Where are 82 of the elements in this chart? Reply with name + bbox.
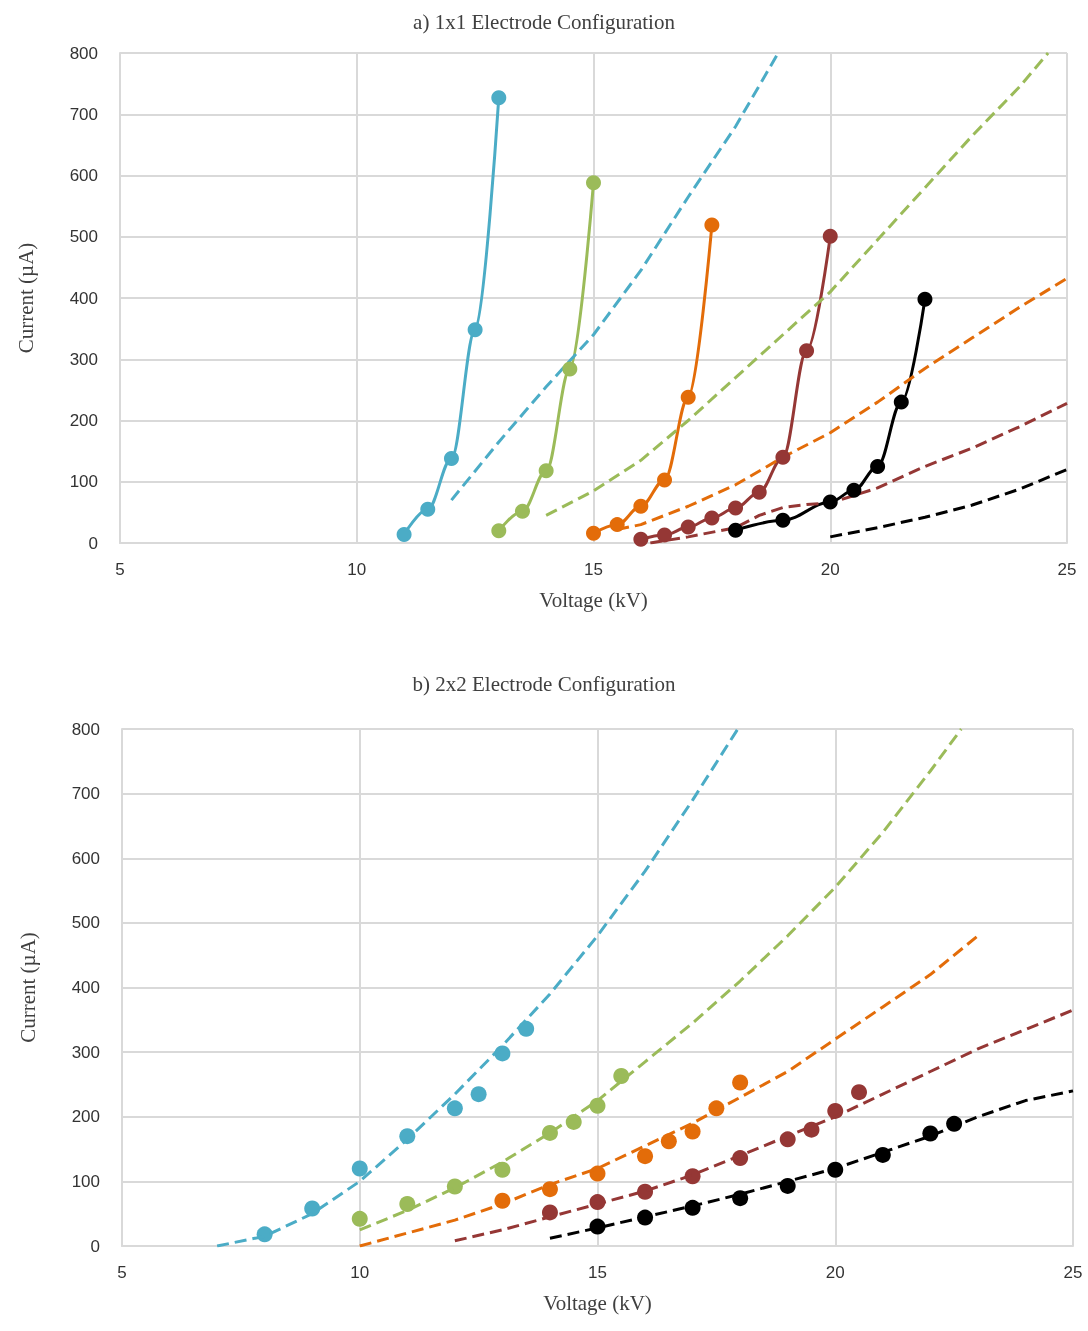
point — [470, 1086, 487, 1103]
x-tick-label: 20 — [820, 560, 840, 579]
point — [917, 291, 933, 307]
point — [822, 494, 838, 510]
y-tick-label: 0 — [88, 533, 98, 553]
point — [446, 1100, 463, 1117]
point — [633, 498, 649, 514]
point — [609, 517, 625, 533]
line-series — [453, 1008, 1075, 1243]
point — [633, 531, 649, 547]
point — [657, 472, 673, 488]
x-axis-title: Voltage (kV) — [539, 587, 648, 612]
y-axis-title: Current (µA) — [15, 932, 40, 1043]
point — [420, 501, 436, 517]
point — [775, 512, 791, 528]
x-tick-label: 25 — [1063, 1263, 1083, 1282]
y-tick-label: 0 — [90, 1236, 100, 1256]
point — [893, 394, 909, 410]
point — [538, 463, 554, 479]
chart-title: b) 2x2 Electrode Configuration — [412, 671, 676, 696]
point — [351, 1160, 368, 1177]
y-tick-label: 400 — [71, 978, 100, 997]
point — [704, 510, 720, 526]
point — [443, 450, 459, 466]
x-tick-label: 5 — [115, 560, 125, 579]
y-tick-label: 300 — [71, 1042, 100, 1062]
line-series — [548, 1089, 1075, 1240]
y-tick-label: 300 — [69, 349, 98, 369]
point — [732, 1074, 749, 1091]
x-tick-label: 15 — [588, 1263, 607, 1282]
point — [396, 526, 412, 542]
point — [467, 322, 483, 338]
point — [637, 1148, 654, 1165]
point — [822, 228, 838, 244]
point — [494, 1161, 511, 1178]
point — [657, 527, 673, 543]
y-tick-label: 600 — [69, 166, 98, 185]
point — [514, 503, 530, 519]
line-series — [358, 934, 980, 1248]
point — [846, 482, 862, 498]
y-tick-label: 700 — [71, 784, 100, 804]
point — [728, 500, 744, 516]
point — [704, 217, 720, 233]
x-tick-label: 10 — [347, 560, 367, 579]
line-series — [544, 51, 1050, 517]
point — [751, 484, 767, 500]
y-tick-label: 200 — [69, 411, 98, 430]
point — [491, 523, 507, 539]
x-tick-label: 10 — [350, 1263, 370, 1282]
point — [799, 343, 815, 359]
x-tick-label: 25 — [1057, 560, 1077, 579]
line-series — [215, 727, 740, 1248]
y-tick-label: 800 — [71, 719, 100, 739]
y-tick-label: 800 — [69, 43, 98, 63]
point — [851, 1084, 868, 1101]
point — [491, 90, 507, 106]
y-tick-label: 400 — [69, 288, 98, 308]
y-tick-label: 700 — [69, 104, 98, 124]
point — [586, 175, 601, 191]
y-axis-title: Current (µA) — [13, 242, 38, 354]
point — [562, 361, 578, 377]
y-tick-label: 600 — [71, 848, 100, 868]
point — [684, 1123, 701, 1140]
y-tick-label: 500 — [71, 913, 100, 933]
y-tick-label: 100 — [69, 472, 98, 492]
point — [870, 458, 886, 474]
point — [680, 389, 696, 405]
point — [775, 449, 791, 465]
x-tick-label: 5 — [117, 1263, 127, 1282]
x-axis-title: Voltage (kV) — [543, 1290, 652, 1315]
line-series — [828, 468, 1069, 539]
point — [680, 519, 696, 535]
y-tick-label: 500 — [69, 227, 98, 247]
y-tick-label: 100 — [71, 1171, 100, 1191]
y-tick-label: 200 — [71, 1107, 100, 1127]
point — [728, 522, 744, 538]
point — [586, 525, 601, 541]
x-tick-label: 20 — [825, 1263, 845, 1282]
x-tick-label: 15 — [584, 560, 603, 579]
point — [351, 1210, 368, 1227]
chart-title: a) 1x1 Electrode Configuration — [413, 9, 676, 34]
point — [399, 1196, 416, 1212]
